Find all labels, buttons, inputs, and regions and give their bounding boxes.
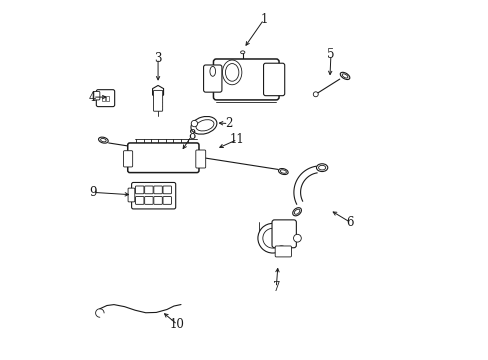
Text: 6: 6 [346, 216, 353, 229]
Ellipse shape [342, 74, 347, 78]
Text: 5: 5 [326, 48, 334, 61]
FancyBboxPatch shape [213, 59, 279, 100]
FancyBboxPatch shape [135, 186, 143, 194]
FancyBboxPatch shape [93, 91, 100, 100]
Text: 10: 10 [170, 318, 184, 331]
Ellipse shape [101, 139, 106, 142]
Ellipse shape [340, 72, 349, 80]
FancyBboxPatch shape [163, 186, 171, 194]
Bar [102, 96, 104, 101]
Ellipse shape [278, 168, 287, 175]
Ellipse shape [313, 92, 318, 97]
FancyBboxPatch shape [154, 186, 162, 194]
FancyBboxPatch shape [123, 151, 132, 167]
Ellipse shape [277, 246, 285, 252]
FancyBboxPatch shape [144, 186, 153, 194]
FancyBboxPatch shape [127, 143, 199, 172]
Text: 11: 11 [229, 133, 244, 146]
FancyBboxPatch shape [128, 188, 135, 202]
FancyBboxPatch shape [153, 90, 163, 111]
FancyBboxPatch shape [144, 197, 153, 204]
Ellipse shape [294, 209, 299, 214]
Ellipse shape [196, 120, 214, 131]
Ellipse shape [318, 165, 325, 170]
FancyBboxPatch shape [263, 63, 284, 96]
Text: 9: 9 [89, 186, 96, 199]
Bar [106, 96, 109, 101]
Text: 3: 3 [154, 52, 162, 65]
FancyBboxPatch shape [275, 246, 291, 257]
Ellipse shape [191, 120, 197, 127]
Ellipse shape [191, 116, 217, 134]
Ellipse shape [316, 164, 327, 171]
FancyBboxPatch shape [163, 197, 171, 204]
FancyBboxPatch shape [271, 220, 296, 248]
FancyBboxPatch shape [154, 197, 162, 204]
Ellipse shape [293, 234, 301, 242]
Ellipse shape [280, 170, 286, 173]
Ellipse shape [263, 228, 282, 248]
Ellipse shape [257, 224, 287, 253]
Text: 1: 1 [260, 13, 267, 26]
FancyBboxPatch shape [195, 150, 205, 168]
FancyBboxPatch shape [96, 90, 114, 107]
Text: 4: 4 [89, 91, 96, 104]
Ellipse shape [222, 60, 242, 85]
FancyBboxPatch shape [131, 183, 175, 209]
FancyBboxPatch shape [203, 65, 222, 92]
Ellipse shape [225, 64, 238, 81]
FancyBboxPatch shape [135, 197, 143, 204]
Text: 2: 2 [224, 117, 232, 130]
Ellipse shape [209, 66, 215, 76]
Ellipse shape [99, 137, 108, 143]
Text: 8: 8 [187, 129, 195, 143]
Text: 7: 7 [272, 281, 280, 294]
Ellipse shape [292, 208, 301, 216]
Ellipse shape [240, 51, 244, 54]
